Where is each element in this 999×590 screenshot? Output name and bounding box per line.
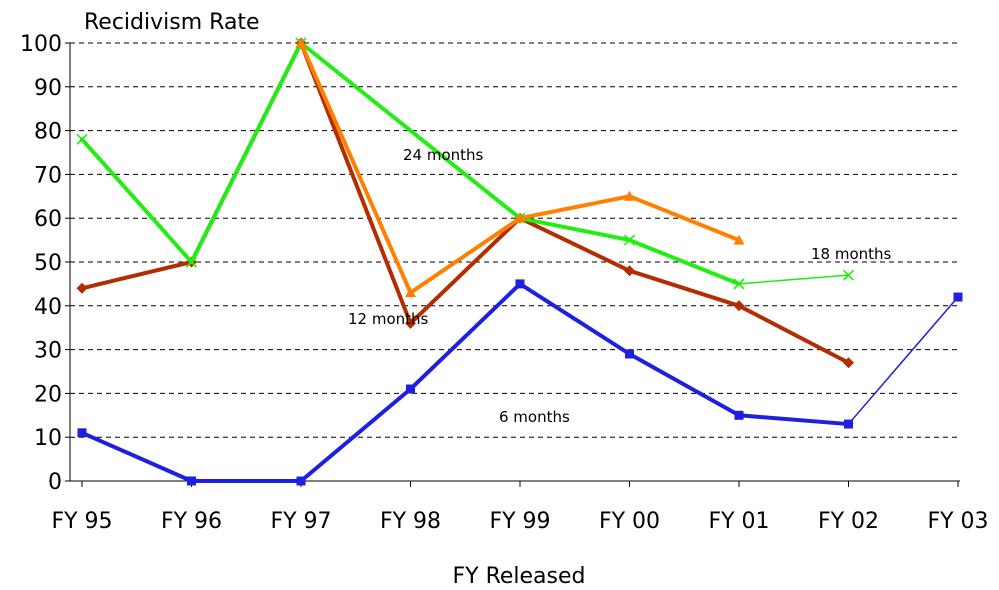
12-months-point xyxy=(624,265,635,277)
24-months-point xyxy=(624,190,635,201)
18-months-segment xyxy=(80,137,194,264)
x-axis-title: FY Released xyxy=(452,564,585,589)
18-months-segment xyxy=(738,274,850,285)
18-months-point xyxy=(623,234,636,246)
series-6-months xyxy=(77,279,963,486)
24-months-point xyxy=(405,287,416,298)
y-tick-label: 50 xyxy=(34,251,62,276)
18-months-segment xyxy=(627,238,741,286)
24-months-point xyxy=(295,37,307,48)
6-months-segment xyxy=(80,430,194,483)
6-months-point xyxy=(625,349,634,359)
tick-labels: 0 10 20 30 40 50 60 70 80 90 100 FY 95 FY 96 FY 97 FY … xyxy=(20,32,989,534)
6-months-point xyxy=(406,384,415,394)
x-tick-label: FY 00 xyxy=(599,509,660,534)
24-months-point xyxy=(733,234,745,245)
y-tick-label: 0 xyxy=(48,470,62,495)
y-tick-label: 90 xyxy=(34,76,62,101)
6-months-point xyxy=(844,419,853,429)
6-months-segment xyxy=(299,387,413,483)
y-tick-label: 70 xyxy=(34,163,62,188)
x-tick-label: FY 95 xyxy=(51,509,112,534)
6-months-point xyxy=(77,428,87,438)
24-months-segment xyxy=(518,194,632,221)
6-months-segment xyxy=(408,281,522,392)
x-tick-label: FY 01 xyxy=(708,509,769,534)
x-tick-label: FY 99 xyxy=(489,509,550,534)
6-months-point xyxy=(187,476,196,486)
y-tick-label: 20 xyxy=(34,382,62,407)
x-tick-label: FY 98 xyxy=(380,509,441,534)
18-months-segment xyxy=(518,216,632,243)
y-tick-label: 80 xyxy=(34,120,62,145)
18-months-point xyxy=(76,133,88,145)
6-months-segment xyxy=(847,296,959,425)
annotation-12-months: 12 months xyxy=(348,310,429,328)
y-tick-label: 40 xyxy=(34,295,62,320)
18-months-point xyxy=(733,278,745,290)
12-months-segment xyxy=(299,41,413,326)
12-months-segment xyxy=(80,260,194,291)
18-months-point xyxy=(842,269,855,281)
y-tick-label: 60 xyxy=(34,207,62,232)
12-months-point xyxy=(843,357,854,369)
12-months-point xyxy=(76,282,88,294)
6-months-segment xyxy=(737,413,851,427)
annotation-6-months: 6 months xyxy=(499,408,570,426)
18-months-point xyxy=(185,256,198,268)
24-months-segment xyxy=(627,194,741,243)
12-months-segment xyxy=(518,216,632,273)
6-months-segment xyxy=(518,281,632,356)
12-months-segment xyxy=(408,216,522,326)
x-tick-label: FY 02 xyxy=(818,509,879,534)
18-months-segment xyxy=(299,41,522,221)
x-tick-label: FY 96 xyxy=(161,509,222,534)
annotation-18-months: 18 months xyxy=(811,245,892,263)
y-axis-title: Recidivism Rate xyxy=(84,10,260,35)
6-months-point xyxy=(296,476,306,486)
6-months-point xyxy=(515,279,525,289)
annotation-24-months: 24 months xyxy=(403,146,484,164)
24-months-segment xyxy=(299,41,413,295)
6-months-point xyxy=(734,410,744,420)
y-tick-label: 10 xyxy=(34,426,62,451)
18-months-segment xyxy=(189,41,303,264)
6-months-point xyxy=(953,292,963,302)
12-months-point xyxy=(733,300,745,312)
y-tick-label: 100 xyxy=(20,32,62,57)
12-months-point xyxy=(405,317,416,329)
6-months-segment xyxy=(627,351,741,418)
series-24-months xyxy=(295,37,745,298)
12-months-segment xyxy=(627,268,741,308)
y-tick-label: 30 xyxy=(34,339,62,364)
12-months-segment xyxy=(737,303,851,365)
24-months-point xyxy=(514,212,526,223)
x-tick-label: FY 03 xyxy=(927,509,988,534)
24-months-segment xyxy=(408,216,522,295)
x-tick-label: FY 97 xyxy=(270,509,331,534)
series xyxy=(76,37,963,486)
